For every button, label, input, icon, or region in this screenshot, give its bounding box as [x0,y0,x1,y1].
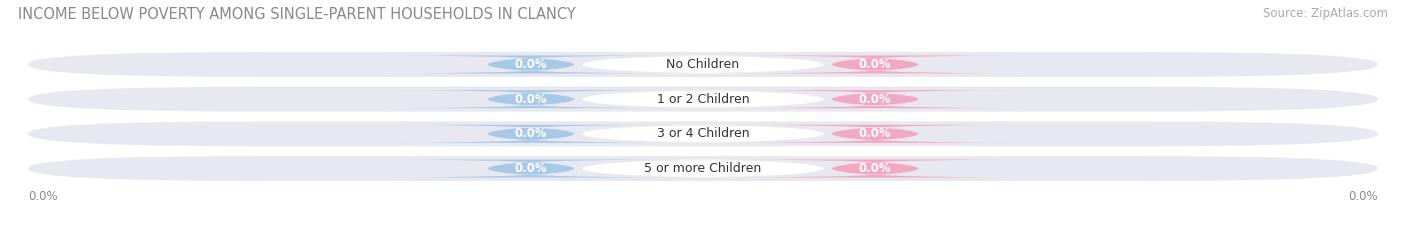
Text: 0.0%: 0.0% [515,162,547,175]
FancyBboxPatch shape [385,90,676,108]
FancyBboxPatch shape [582,55,824,73]
FancyBboxPatch shape [28,121,1378,146]
Text: 0.0%: 0.0% [515,93,547,106]
Text: 3 or 4 Children: 3 or 4 Children [657,127,749,140]
Text: 0.0%: 0.0% [859,127,891,140]
FancyBboxPatch shape [385,125,676,143]
Text: 0.0%: 0.0% [515,58,547,71]
FancyBboxPatch shape [730,160,1021,178]
Text: 0.0%: 0.0% [1348,190,1378,203]
FancyBboxPatch shape [582,125,824,143]
Text: 5 or more Children: 5 or more Children [644,162,762,175]
FancyBboxPatch shape [28,52,1378,77]
Text: 1 or 2 Children: 1 or 2 Children [657,93,749,106]
Text: 0.0%: 0.0% [28,190,58,203]
FancyBboxPatch shape [730,90,1021,108]
FancyBboxPatch shape [28,87,1378,112]
FancyBboxPatch shape [730,125,1021,143]
FancyBboxPatch shape [730,55,1021,73]
Text: 0.0%: 0.0% [859,93,891,106]
Text: 0.0%: 0.0% [515,127,547,140]
FancyBboxPatch shape [28,156,1378,181]
FancyBboxPatch shape [582,160,824,178]
FancyBboxPatch shape [385,160,676,178]
FancyBboxPatch shape [582,90,824,108]
Text: 0.0%: 0.0% [859,58,891,71]
Text: Source: ZipAtlas.com: Source: ZipAtlas.com [1263,7,1388,20]
FancyBboxPatch shape [385,55,676,73]
Text: INCOME BELOW POVERTY AMONG SINGLE-PARENT HOUSEHOLDS IN CLANCY: INCOME BELOW POVERTY AMONG SINGLE-PARENT… [18,7,576,22]
Text: No Children: No Children [666,58,740,71]
Text: 0.0%: 0.0% [859,162,891,175]
